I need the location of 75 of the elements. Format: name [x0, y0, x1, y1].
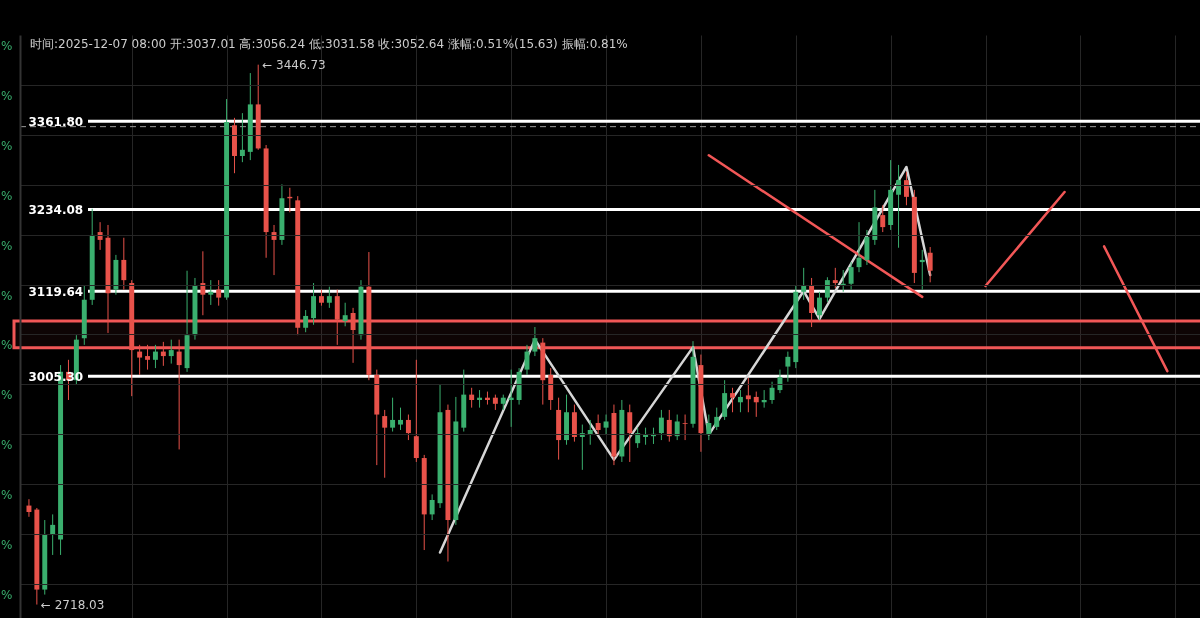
- candlestick: [429, 493, 435, 521]
- y-tick-label: 3234.08: [28, 202, 84, 217]
- candlestick: [390, 397, 396, 433]
- candlestick: [706, 414, 712, 441]
- candlestick: [382, 409, 388, 479]
- text: %: [1, 188, 13, 203]
- candlestick: [880, 204, 886, 233]
- candlestick: [745, 377, 751, 413]
- text: %: [1, 587, 13, 602]
- text: %: [1, 338, 13, 353]
- annotation: ← 2718.03: [40, 597, 105, 612]
- candlestick: [334, 289, 340, 346]
- candlestick: [121, 237, 127, 291]
- text: %: [1, 388, 13, 403]
- candlestick: [903, 171, 909, 206]
- candlestick: [919, 249, 925, 291]
- candlestick: [200, 250, 206, 316]
- candlestick: [595, 414, 601, 436]
- annotation: 时间:2025-12-07 08:00 开:3037.01 高:3056.24 低:3031.58 收:3052.64 涨幅:0.51%(15.63) 振幅:0.81%: [30, 37, 628, 51]
- candlestick: [927, 246, 933, 283]
- candlestick: [508, 369, 514, 428]
- candlestick: [532, 326, 538, 357]
- candlestick: [832, 267, 838, 289]
- candlestick: [208, 279, 214, 306]
- text: %: [1, 438, 13, 453]
- text: %: [1, 88, 13, 103]
- candlestick: [303, 309, 309, 333]
- candlestick: [722, 379, 728, 421]
- candlestick: [137, 344, 143, 376]
- candlestick: [350, 307, 356, 364]
- text: %: [1, 138, 13, 153]
- text: %: [1, 238, 13, 253]
- text: %: [1, 288, 13, 303]
- candlestick: [627, 404, 633, 463]
- candlestick: [817, 291, 822, 321]
- candlestick: [469, 387, 475, 409]
- candlestick: [152, 344, 158, 369]
- candlestick: [658, 409, 664, 441]
- candlestick: [714, 407, 720, 431]
- candlestick: [160, 341, 166, 367]
- candlestick: [635, 427, 641, 449]
- candlestick: [97, 221, 103, 251]
- candlestick: [603, 414, 609, 436]
- candlestick: [785, 351, 791, 383]
- candlestick: [682, 414, 688, 441]
- candlestick: [311, 282, 317, 326]
- candlestick: [145, 344, 151, 371]
- candlestick: [50, 513, 56, 556]
- text: %: [1, 39, 13, 53]
- candlestick: [405, 414, 411, 441]
- candlestick: [848, 261, 854, 291]
- candlestick: [864, 229, 870, 266]
- candlestick: [666, 409, 672, 443]
- y-tick-label: 3119.64: [28, 284, 84, 299]
- candlestick: [176, 339, 182, 450]
- candlestick: [824, 276, 830, 303]
- candlestick: [801, 267, 807, 301]
- candlestick: [216, 279, 222, 307]
- candlestick: [730, 387, 736, 413]
- candlestick: [413, 359, 419, 463]
- candlestick: [168, 339, 174, 365]
- candlestick: [674, 414, 680, 441]
- candlestick: [26, 498, 32, 518]
- candlestick: [326, 286, 332, 309]
- candlestick: [398, 407, 403, 431]
- annotation: ← 3446.73: [262, 57, 326, 72]
- candlestick: [769, 381, 775, 405]
- text: %: [1, 488, 13, 503]
- candlestick: [896, 164, 902, 249]
- text: %: [1, 538, 13, 552]
- candlestick: [753, 391, 759, 418]
- candlestick: [737, 389, 743, 413]
- candlestick: [239, 112, 245, 163]
- y-tick-label: 3361.80: [28, 114, 84, 129]
- candlestick: [342, 302, 348, 327]
